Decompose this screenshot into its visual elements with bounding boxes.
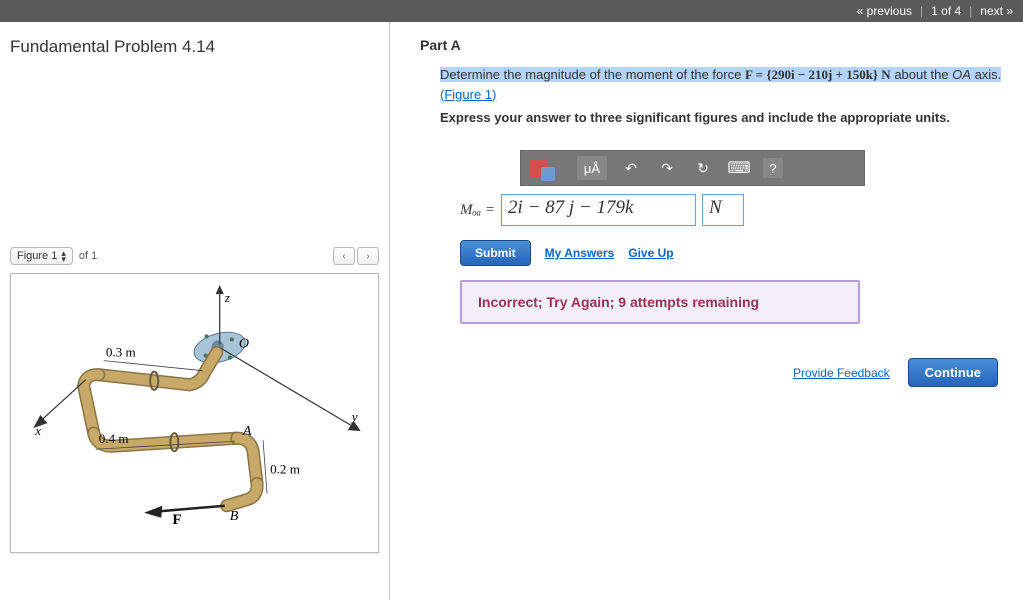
help-icon[interactable]: ?	[763, 158, 783, 178]
continue-button[interactable]: Continue	[908, 358, 998, 387]
figure-nav: Figure 1 ▴▾ of 1 ‹ ›	[10, 247, 379, 265]
figure-container: z x y O A B F 0.3 m 0.4 m 0.2 m	[10, 273, 379, 553]
svg-text:B: B	[230, 508, 239, 524]
figure-count: of 1	[79, 250, 97, 262]
separator: |	[969, 4, 972, 18]
figure-next-button[interactable]: ›	[357, 247, 379, 265]
answer-label: Mₒₐ =	[460, 202, 495, 219]
svg-text:z: z	[224, 290, 230, 305]
provide-feedback-link[interactable]: Provide Feedback	[793, 366, 890, 380]
svg-text:0.3 m: 0.3 m	[106, 345, 136, 360]
question-text: Determine the magnitude of the moment of…	[440, 65, 1003, 104]
problem-title: Fundamental Problem 4.14	[10, 37, 379, 57]
svg-text:F: F	[172, 512, 181, 528]
answer-unit-input[interactable]: N	[702, 194, 744, 226]
left-panel: Fundamental Problem 4.14 Figure 1 ▴▾ of …	[0, 22, 390, 600]
instruction-text: Express your answer to three significant…	[440, 110, 1003, 125]
figure-diagram: z x y O A B F 0.3 m 0.4 m 0.2 m	[19, 282, 370, 544]
previous-link[interactable]: « previous	[857, 4, 912, 18]
give-up-link[interactable]: Give Up	[628, 246, 673, 260]
redo-icon[interactable]: ↷	[655, 156, 679, 180]
stepper-icon: ▴▾	[61, 250, 66, 262]
reset-icon[interactable]: ↻	[691, 156, 715, 180]
separator: |	[920, 4, 923, 18]
answer-value-input[interactable]: 2i − 87 j − 179k	[501, 194, 696, 226]
undo-icon[interactable]: ↶	[619, 156, 643, 180]
svg-text:y: y	[350, 409, 358, 424]
svg-text:A: A	[242, 423, 252, 439]
part-label: Part A	[420, 37, 1003, 53]
template-icon[interactable]	[529, 159, 547, 177]
figure-label: Figure 1	[17, 250, 57, 262]
keyboard-icon[interactable]: ⌨	[727, 156, 751, 180]
svg-text:x: x	[34, 423, 41, 438]
svg-text:0.4 m: 0.4 m	[99, 431, 129, 446]
figure-link[interactable]: (Figure 1)	[440, 87, 496, 102]
next-link[interactable]: next »	[980, 4, 1013, 18]
equation-toolbar: μÅ ↶ ↷ ↻ ⌨ ?	[520, 150, 865, 186]
feedback-message: Incorrect; Try Again; 9 attempts remaini…	[460, 280, 860, 324]
top-nav-bar: « previous | 1 of 4 | next »	[0, 0, 1023, 22]
my-answers-link[interactable]: My Answers	[545, 246, 615, 260]
page-count: 1 of 4	[931, 4, 961, 18]
svg-text:O: O	[239, 336, 249, 352]
svg-text:0.2 m: 0.2 m	[270, 461, 300, 476]
units-button[interactable]: μÅ	[577, 156, 607, 180]
figure-prev-button[interactable]: ‹	[333, 247, 355, 265]
question-highlight: Determine the magnitude of the moment of…	[440, 67, 1001, 82]
right-panel: Part A Determine the magnitude of the mo…	[390, 22, 1023, 600]
submit-button[interactable]: Submit	[460, 240, 531, 266]
figure-selector[interactable]: Figure 1 ▴▾	[10, 247, 73, 265]
